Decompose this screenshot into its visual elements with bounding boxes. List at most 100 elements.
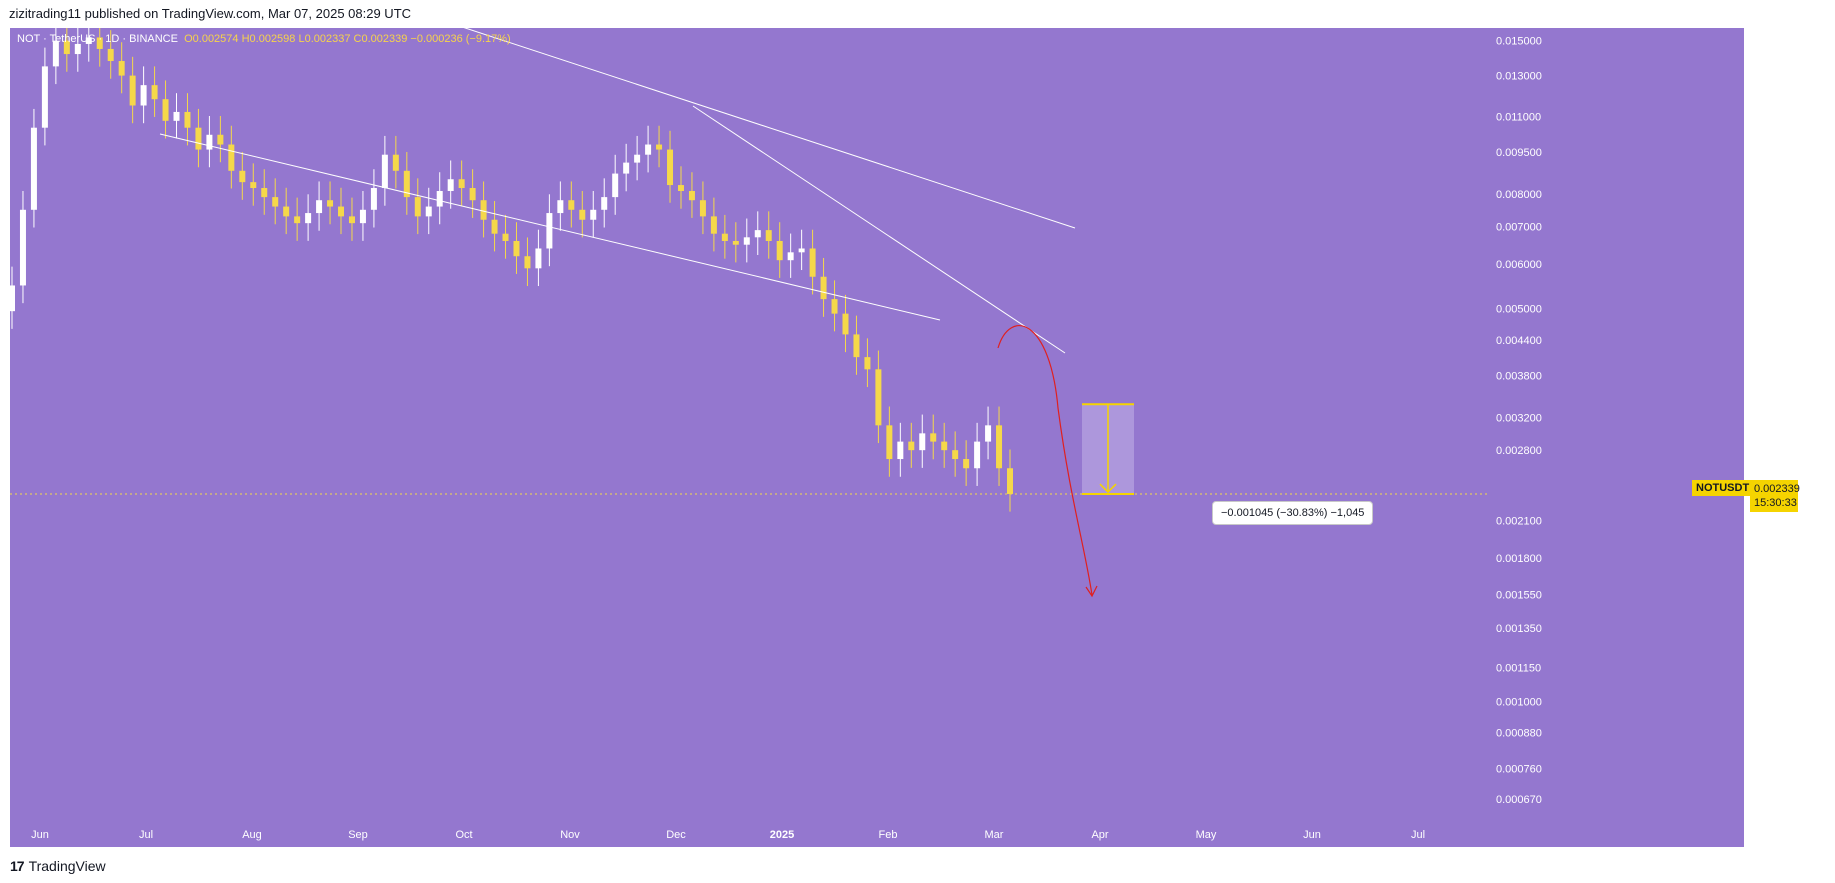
- candle-body: [85, 37, 92, 44]
- measure-tooltip: −0.001045 (−30.83%) −1,045: [1212, 501, 1374, 525]
- x-tick-label: Jun: [31, 829, 49, 841]
- candle-body: [853, 334, 860, 358]
- measure-text: −0.001045 (−30.83%) −1,045: [1221, 507, 1365, 519]
- y-tick-label: 0.000670: [1496, 794, 1542, 806]
- y-tick-label: 0.000880: [1496, 728, 1542, 740]
- candle-body: [710, 216, 717, 234]
- y-tick-label: 0.001350: [1496, 623, 1542, 635]
- candle-body: [283, 206, 290, 217]
- tradingview-logo-icon: 17: [10, 858, 25, 874]
- current-price-value: 0.002339: [1754, 483, 1800, 495]
- candle-body: [590, 209, 597, 220]
- y-tick-label: 0.002100: [1496, 515, 1542, 527]
- candle-body: [359, 209, 366, 224]
- y-tick-label: 0.000760: [1496, 763, 1542, 775]
- candle-body: [645, 144, 652, 155]
- y-tick-label: 0.001800: [1496, 553, 1542, 565]
- candle-body: [623, 162, 630, 174]
- candle-body: [173, 111, 180, 121]
- y-tick-label: 0.011000: [1496, 111, 1541, 123]
- candle-body: [634, 154, 641, 163]
- y-tick-label: 0.015000: [1496, 36, 1542, 48]
- x-tick-label: Apr: [1091, 829, 1108, 841]
- candle-body: [798, 248, 805, 253]
- trendline: [159, 133, 941, 321]
- candle-body: [535, 248, 542, 269]
- chart-area[interactable]: 0.015000 0.013000 0.011000 0.009500 0.008000…: [10, 28, 1744, 847]
- y-tick-label: 0.001550: [1496, 589, 1542, 601]
- candle-body: [688, 191, 695, 201]
- candle-body: [41, 66, 48, 128]
- candle-body: [919, 433, 926, 451]
- x-tick-label: Feb: [879, 829, 898, 841]
- x-tick-label: 2025: [770, 829, 794, 841]
- candle-body: [502, 233, 509, 241]
- candle-body: [897, 441, 904, 460]
- candle-body: [886, 425, 893, 460]
- candle-body: [612, 173, 619, 198]
- trendline: [463, 28, 1076, 229]
- legend-symbol: NOT · TetherUS · 1D · BINANCE: [17, 33, 178, 45]
- x-tick-label: Mar: [985, 829, 1004, 841]
- candle-body: [930, 433, 937, 442]
- candle-body: [557, 200, 564, 214]
- candle-body: [107, 48, 114, 62]
- candle-body: [820, 276, 827, 300]
- candle-body: [272, 197, 279, 207]
- candle-body: [754, 230, 761, 238]
- candle-body: [162, 99, 169, 121]
- y-tick-label: 0.009500: [1496, 147, 1542, 159]
- candle-body: [140, 85, 147, 106]
- candle-body: [74, 43, 81, 55]
- candle-body: [316, 200, 323, 214]
- candle-body: [732, 240, 739, 245]
- candle-body: [381, 154, 388, 189]
- tradingview-logo[interactable]: 17 TradingView: [10, 858, 106, 874]
- trendline: [692, 105, 1066, 354]
- candle-body: [491, 219, 498, 234]
- x-tick-label: Aug: [242, 829, 262, 841]
- y-tick-label: 0.008000: [1496, 189, 1542, 201]
- candle-body: [206, 134, 213, 150]
- candle-body: [875, 369, 882, 426]
- x-tick-label: Dec: [666, 829, 686, 841]
- candle-body: [469, 188, 476, 201]
- candle-body: [63, 40, 70, 55]
- y-tick-label: 0.004400: [1496, 335, 1542, 347]
- candle-body: [1007, 468, 1013, 494]
- candle-body: [425, 206, 432, 217]
- x-tick-label: Nov: [560, 829, 580, 841]
- candle-body: [338, 206, 345, 217]
- y-tick-label: 0.007000: [1496, 222, 1542, 234]
- projection-arrowhead: [1085, 585, 1098, 598]
- candle-body: [184, 111, 191, 128]
- candle-body: [458, 179, 465, 189]
- footer: [0, 847, 1835, 883]
- candle-body: [436, 191, 443, 207]
- candle-body: [151, 85, 158, 100]
- candle-body: [743, 237, 750, 245]
- candle-body: [963, 459, 970, 469]
- candle-body: [392, 154, 399, 171]
- price-chart[interactable]: 0.015000 0.013000 0.011000 0.009500 0.008000…: [10, 28, 1744, 847]
- candle-body: [699, 200, 706, 217]
- candle-body: [261, 188, 268, 198]
- projection-curve: [997, 325, 1093, 596]
- y-tick-label: 0.006000: [1496, 259, 1542, 271]
- candle-body: [996, 425, 1003, 469]
- candle-body: [809, 248, 816, 277]
- candle-body: [656, 144, 663, 150]
- x-tick-label: Sep: [348, 829, 368, 841]
- candle-body: [480, 200, 487, 220]
- x-tick-label: Jul: [139, 829, 153, 841]
- candle-body: [524, 256, 531, 269]
- candle-body: [195, 127, 202, 150]
- candle-body: [513, 240, 520, 257]
- candle-body: [985, 425, 992, 442]
- candle-body: [842, 313, 849, 335]
- candle-body: [667, 149, 674, 186]
- y-tick-label: 0.003800: [1496, 371, 1542, 383]
- legend-ohlc: O0.002574 H0.002598 L0.002337 C0.002339 …: [184, 33, 511, 45]
- candle-body: [447, 179, 454, 192]
- candle-body: [776, 240, 783, 261]
